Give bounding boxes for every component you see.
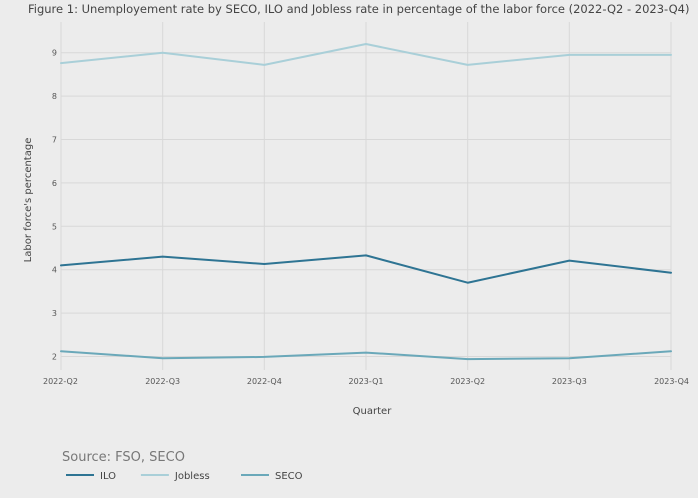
gridlines bbox=[60, 22, 672, 370]
series-line-jobless bbox=[60, 43, 672, 66]
x-tick-label: 2022-Q4 bbox=[247, 377, 282, 386]
y-tick-label: 7 bbox=[52, 136, 57, 145]
source-note: Source: FSO, SECO bbox=[62, 450, 185, 465]
series-line-seco bbox=[60, 350, 672, 361]
y-tick-label: 5 bbox=[52, 222, 57, 231]
legend-item-seco[interactable]: SECO bbox=[241, 471, 303, 482]
x-tick-label: 2022-Q3 bbox=[145, 377, 180, 386]
y-tick-label: 9 bbox=[52, 49, 57, 58]
x-tick-label: 2023-Q2 bbox=[450, 377, 485, 386]
legend[interactable]: ILO Jobless SECO bbox=[66, 471, 303, 482]
x-axis-title: Quarter bbox=[353, 406, 393, 417]
legend-label: ILO bbox=[100, 471, 116, 482]
y-tick-label: 2 bbox=[52, 353, 57, 362]
x-tick-label: 2023-Q1 bbox=[349, 377, 384, 386]
x-tick-label: 2022-Q2 bbox=[43, 377, 78, 386]
y-tick-label: 3 bbox=[52, 309, 57, 318]
legend-item-ilo[interactable]: ILO bbox=[66, 471, 116, 482]
x-tick-labels: 2022-Q2 2022-Q3 2022-Q4 2023-Q1 2023-Q2 2023-… bbox=[43, 377, 689, 386]
y-tick-label: 6 bbox=[52, 179, 57, 188]
y-axis-title: Labor force's percentage bbox=[23, 138, 34, 263]
chart-title: Figure 1: Unemployement rate by SECO, IL… bbox=[28, 2, 689, 16]
x-tick-label: 2023-Q3 bbox=[552, 377, 587, 386]
y-tick-label: 8 bbox=[52, 92, 57, 101]
legend-label: Jobless bbox=[174, 471, 210, 482]
x-tick-label: 2023-Q4 bbox=[654, 377, 689, 386]
series-line-ilo bbox=[60, 254, 672, 284]
series-lines bbox=[60, 43, 672, 361]
legend-label: SECO bbox=[275, 471, 303, 482]
legend-item-jobless[interactable]: Jobless bbox=[140, 471, 210, 482]
y-tick-label: 4 bbox=[52, 266, 57, 275]
y-tick-labels: 2 3 4 5 6 7 8 9 bbox=[52, 49, 57, 362]
